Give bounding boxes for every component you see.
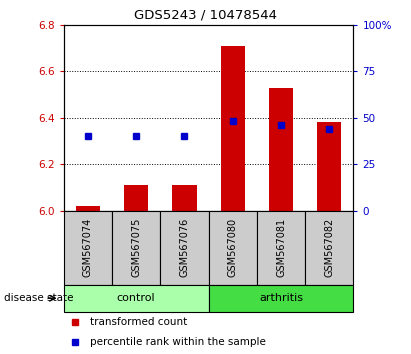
Text: disease state: disease state <box>4 293 74 303</box>
Text: GSM567074: GSM567074 <box>83 218 93 278</box>
Text: GSM567082: GSM567082 <box>324 218 334 278</box>
Bar <box>124 185 148 211</box>
Bar <box>305 211 353 285</box>
Bar <box>112 211 160 285</box>
Text: control: control <box>117 293 155 303</box>
Bar <box>209 211 257 285</box>
Text: GDS5243 / 10478544: GDS5243 / 10478544 <box>134 9 277 22</box>
Bar <box>172 185 196 211</box>
Text: arthritis: arthritis <box>259 293 303 303</box>
Text: transformed count: transformed count <box>90 318 187 327</box>
Bar <box>269 87 293 211</box>
Bar <box>317 122 342 211</box>
Text: GSM567081: GSM567081 <box>276 218 286 278</box>
Bar <box>221 46 245 211</box>
Text: percentile rank within the sample: percentile rank within the sample <box>90 337 266 347</box>
Text: GSM567076: GSM567076 <box>180 218 189 278</box>
Bar <box>64 211 112 285</box>
Text: GSM567075: GSM567075 <box>131 218 141 278</box>
Bar <box>76 206 100 211</box>
Bar <box>257 211 305 285</box>
Text: GSM567080: GSM567080 <box>228 218 238 278</box>
Bar <box>64 285 208 312</box>
Bar <box>209 285 353 312</box>
Bar <box>160 211 209 285</box>
